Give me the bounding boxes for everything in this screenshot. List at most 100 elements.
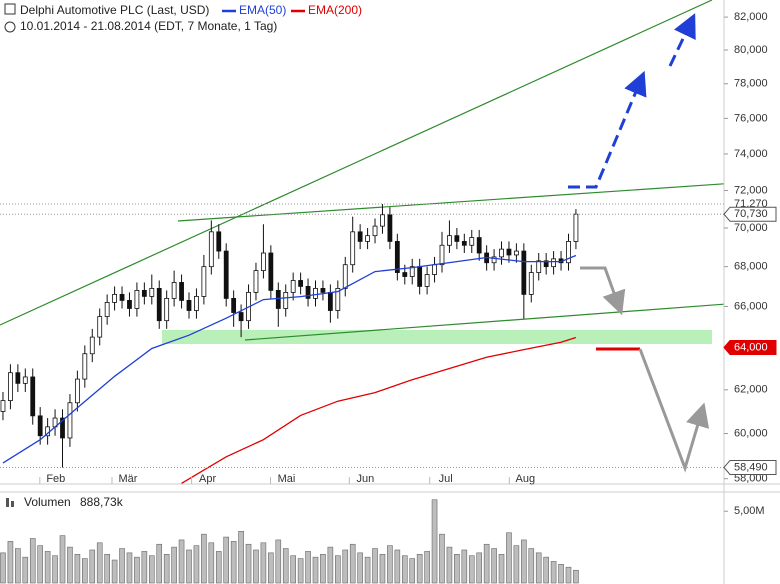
candle-body bbox=[112, 293, 117, 303]
volume-bar bbox=[401, 555, 408, 584]
x-tick-label: Mai bbox=[278, 473, 296, 485]
clock-icon bbox=[4, 21, 16, 33]
candle-body bbox=[387, 214, 393, 242]
volume-bar bbox=[59, 535, 66, 584]
volume-bar bbox=[186, 549, 192, 584]
candle-body bbox=[521, 250, 527, 295]
trend-line bbox=[177, 183, 724, 222]
volume-bar bbox=[171, 546, 177, 584]
candle-body bbox=[454, 235, 460, 242]
candle-body bbox=[536, 260, 542, 273]
volume-bar bbox=[22, 556, 29, 584]
volume-bar bbox=[37, 545, 43, 584]
bear-arrow bbox=[580, 266, 626, 316]
y-tick-label: 70,000 bbox=[734, 222, 768, 234]
volume-bar bbox=[372, 548, 378, 584]
candle-body bbox=[194, 295, 199, 311]
volume-bar bbox=[483, 543, 490, 584]
candle-body bbox=[298, 280, 304, 287]
legend-label: EMA(200) bbox=[308, 3, 362, 17]
volume-bar bbox=[215, 551, 222, 584]
volume-bar bbox=[290, 555, 296, 584]
candle-body bbox=[424, 274, 430, 287]
volume-bar bbox=[461, 549, 468, 584]
bull-arrow bbox=[668, 13, 696, 67]
ema-line bbox=[2, 254, 577, 464]
volume-bar bbox=[439, 533, 445, 584]
candle-body bbox=[491, 256, 497, 264]
candle-body bbox=[402, 272, 408, 277]
volume-bar bbox=[282, 548, 289, 584]
candle-body bbox=[30, 376, 36, 417]
volume-bar bbox=[521, 539, 527, 584]
trend-line bbox=[0, 0, 713, 326]
candle-body bbox=[380, 214, 385, 227]
volume-bar bbox=[0, 552, 6, 584]
plot bbox=[0, 204, 579, 484]
candle-body bbox=[573, 213, 579, 242]
candle-body bbox=[156, 288, 162, 322]
volume-bar bbox=[178, 539, 185, 584]
volume-bar bbox=[528, 548, 535, 584]
candle-body bbox=[231, 298, 237, 313]
candle-body bbox=[67, 402, 73, 439]
volume-bar bbox=[394, 549, 401, 584]
candle-body bbox=[0, 400, 6, 412]
candle-body bbox=[283, 291, 289, 309]
volume-bar bbox=[409, 558, 416, 584]
volume-bar bbox=[223, 536, 230, 584]
volume-bar bbox=[238, 531, 244, 584]
volume-bar bbox=[82, 558, 88, 584]
candle-body bbox=[119, 293, 125, 301]
candle-body bbox=[409, 266, 415, 277]
volume-bar bbox=[387, 545, 393, 584]
volume-bar bbox=[230, 541, 237, 584]
volume-bar bbox=[454, 553, 460, 584]
candle-body bbox=[127, 300, 132, 309]
volume-bar bbox=[565, 566, 572, 584]
y-tick-label: 74,000 bbox=[734, 148, 768, 160]
candle-body bbox=[261, 252, 266, 271]
volume-bar bbox=[201, 533, 207, 584]
volume-bar bbox=[297, 558, 304, 584]
volume-icon bbox=[6, 498, 9, 507]
candle-body bbox=[513, 250, 519, 256]
volume-bar bbox=[379, 553, 386, 584]
candle-body bbox=[97, 316, 103, 338]
candle-body bbox=[179, 282, 184, 301]
volume-bar bbox=[96, 542, 103, 584]
volume-bar bbox=[446, 546, 453, 584]
volume-bar bbox=[104, 553, 110, 584]
candle-body bbox=[223, 250, 229, 299]
candle-body bbox=[432, 264, 437, 275]
y-tick-label: 82,000 bbox=[734, 11, 768, 23]
volume-bar bbox=[335, 555, 341, 584]
x-tick-label: Jul bbox=[439, 473, 453, 485]
volume-bar bbox=[119, 548, 125, 584]
volume-bar bbox=[535, 552, 542, 584]
volume-bar bbox=[543, 556, 549, 584]
candle-body bbox=[74, 378, 80, 404]
volume-bar bbox=[193, 545, 200, 584]
volume-bar bbox=[364, 556, 371, 584]
price-label: 64,000 bbox=[734, 341, 768, 353]
candle-body bbox=[201, 266, 207, 297]
candle-body bbox=[566, 241, 571, 264]
candle-body bbox=[528, 272, 534, 295]
candle-body bbox=[543, 260, 549, 268]
volume-tick-label: 5,00M bbox=[734, 505, 765, 517]
volume-bar bbox=[498, 553, 505, 584]
candle-body bbox=[365, 235, 370, 242]
volume-bar bbox=[111, 559, 118, 584]
volume-bar bbox=[67, 546, 73, 584]
candle-body bbox=[476, 237, 482, 254]
volume-bar bbox=[163, 553, 170, 584]
x-tick-label: Feb bbox=[46, 473, 65, 485]
volume-bar bbox=[424, 551, 430, 584]
candle-body bbox=[171, 282, 177, 299]
candle-body bbox=[342, 264, 348, 289]
candle-body bbox=[82, 353, 88, 380]
volume-last: 888,73k bbox=[80, 495, 124, 509]
bear-arrow bbox=[638, 348, 710, 473]
